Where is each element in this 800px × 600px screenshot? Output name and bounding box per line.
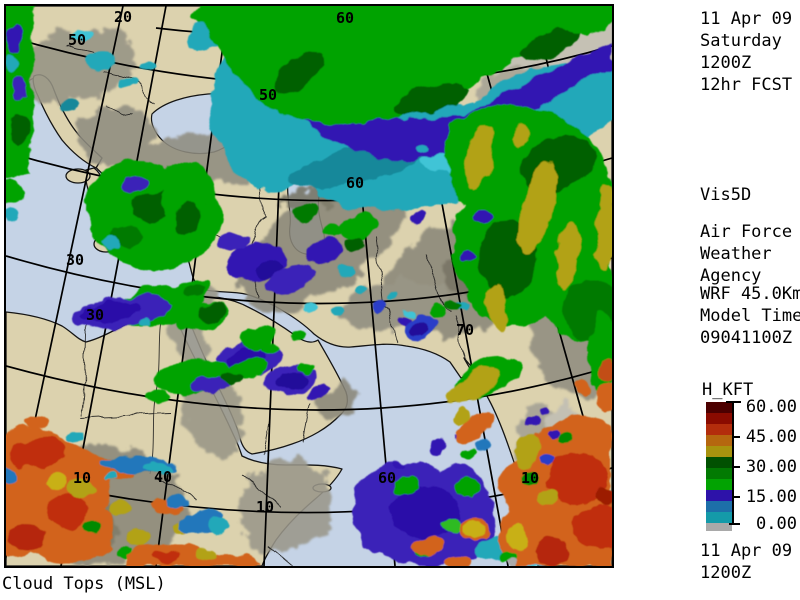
- colorbar-tick-0: [729, 523, 740, 525]
- colorbar-label-30: 30.00: [745, 457, 797, 477]
- colorbar-axis: [732, 402, 734, 525]
- colorbar-segment: [706, 413, 732, 424]
- model-time-label: Model Time: [700, 306, 800, 326]
- cloud-ne-africa: [72, 278, 274, 404]
- colorbar-title: H_KFT: [702, 380, 754, 400]
- colorbar-segment: [706, 468, 732, 479]
- graticule-label: 30: [66, 251, 84, 269]
- cloud-center-iran: [220, 145, 430, 326]
- graticule-label: 10: [521, 469, 539, 487]
- graticule-labels: 20 60 50 50 60 30 30 70 10 40 60 10 10: [66, 8, 539, 516]
- cloud-layers: [6, 6, 612, 566]
- cloud-west-edge: [6, 6, 34, 222]
- colorbar-segment: [706, 523, 732, 531]
- colorbar-label-45: 45.00: [745, 427, 797, 447]
- cloud-ethiopia-indigo: [352, 431, 546, 566]
- colorbar-segment: [706, 512, 732, 523]
- graticule-label: 60: [336, 9, 354, 27]
- graticule-label: 60: [346, 174, 364, 192]
- agency-line-1: Air Force: [700, 222, 793, 242]
- cloud-balkans: [58, 29, 156, 113]
- colorbar-tick-30: [733, 466, 740, 468]
- colorbar-segment: [706, 446, 732, 457]
- colorbar-segment: [706, 457, 732, 468]
- model-time-value: 09041100Z: [700, 328, 793, 348]
- graticule-label: 50: [259, 86, 277, 104]
- colorbar-label-0: 0.00: [756, 514, 797, 534]
- colorbar-tick-60: [726, 401, 741, 403]
- graticule-label: 60: [378, 469, 396, 487]
- map-canvas: 20 60 50 50 60 30 30 70 10 40 60 10 10: [6, 6, 612, 566]
- forecast-hour: 12hr FCST: [700, 75, 793, 95]
- graticule-label: 10: [73, 469, 91, 487]
- agency-line-2: Weather: [700, 244, 772, 264]
- colorbar-segment: [706, 479, 732, 490]
- colorbar-label-60: 60.00: [745, 397, 797, 417]
- colorbar-label-15: 15.00: [745, 487, 797, 507]
- colorbar-segment: [706, 402, 732, 413]
- cloud-monsoon-orange: [411, 359, 612, 566]
- cloud-pakistan: [404, 300, 461, 339]
- colorbar-segment: [706, 501, 732, 512]
- valid-time: 1200Z: [700, 563, 752, 583]
- run-day: Saturday: [700, 31, 782, 51]
- model-name: WRF 45.0Km: [700, 284, 800, 304]
- graticule-label: 30: [86, 306, 104, 324]
- run-time: 1200Z: [700, 53, 752, 73]
- cloud-greece-ionian: [85, 161, 222, 271]
- colorbar-swatches: [706, 402, 732, 531]
- agency-line-3: Agency: [700, 266, 762, 286]
- valid-date: 11 Apr 09: [700, 541, 793, 561]
- graticule-label: 10: [256, 498, 274, 516]
- cloud-east-mass: [444, 104, 612, 405]
- graticule-label: 70: [456, 321, 474, 339]
- cloud-sudan-orange: [6, 416, 260, 566]
- colorbar-segment: [706, 424, 732, 435]
- colorbar-segment: [706, 490, 732, 501]
- graticule-label: 50: [68, 31, 86, 49]
- map-caption: Cloud Tops (MSL): [2, 574, 166, 594]
- weather-map: 20 60 50 50 60 30 30 70 10 40 60 10 10: [4, 4, 614, 568]
- app-title: Vis5D: [700, 185, 752, 205]
- colorbar-tick-45: [733, 436, 740, 438]
- run-date: 11 Apr 09: [700, 9, 793, 29]
- colorbar-segment: [706, 435, 732, 446]
- graticule-label: 20: [114, 8, 132, 26]
- colorbar-tick-15: [733, 496, 740, 498]
- graticule-label: 40: [154, 468, 172, 486]
